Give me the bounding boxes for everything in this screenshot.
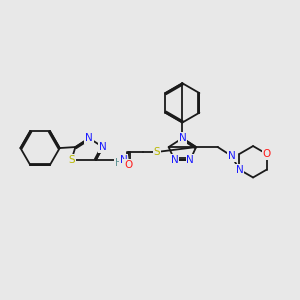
Text: N: N bbox=[99, 142, 107, 152]
Text: S: S bbox=[154, 147, 160, 157]
Text: O: O bbox=[124, 160, 133, 170]
Text: O: O bbox=[262, 149, 271, 159]
Text: N: N bbox=[178, 133, 186, 143]
Text: N: N bbox=[171, 155, 178, 165]
Text: N: N bbox=[85, 133, 93, 143]
Text: S: S bbox=[68, 155, 75, 165]
Text: N: N bbox=[236, 165, 243, 175]
Text: N: N bbox=[228, 151, 235, 161]
Text: H: H bbox=[115, 158, 122, 168]
Text: N: N bbox=[120, 155, 128, 165]
Text: N: N bbox=[186, 155, 194, 165]
